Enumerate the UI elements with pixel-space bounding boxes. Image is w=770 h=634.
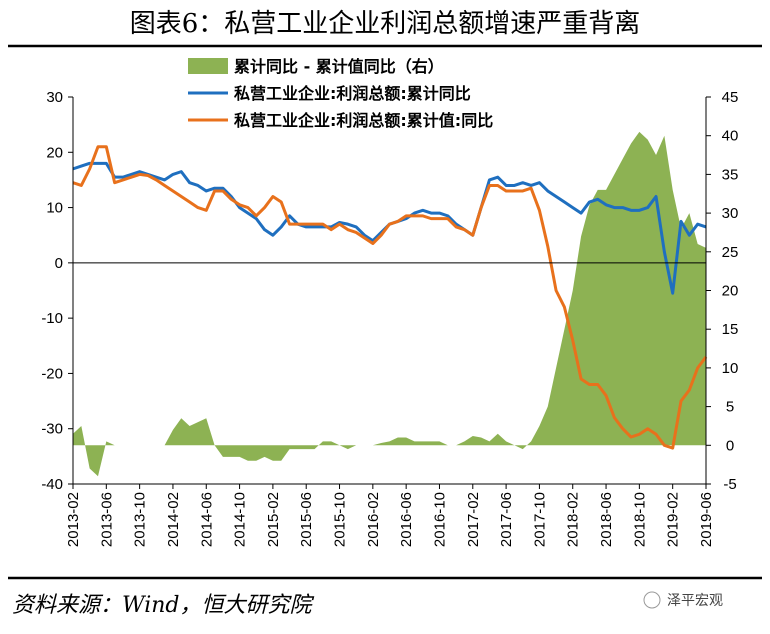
area xyxy=(73,131,706,477)
legend-label: 累计同比 - 累计值同比（右） xyxy=(234,57,444,76)
x-tick-label: 2014-06 xyxy=(198,492,215,547)
y2-tick-label: 5 xyxy=(726,399,734,416)
y2-tick-label: 20 xyxy=(722,283,739,300)
x-tick-label: 2017-02 xyxy=(465,492,482,547)
x-tick-label: 2018-06 xyxy=(598,492,615,547)
legend-label: 私营工业企业:利润总额:累计同比 xyxy=(234,84,471,103)
y-tick-label: 30 xyxy=(46,89,63,106)
y2-tick-label: 30 xyxy=(722,205,739,222)
x-tick-label: 2017-06 xyxy=(498,492,515,547)
source: 资料来源：Wind，恒大研究院 xyxy=(12,593,315,618)
y2-tick-label: 45 xyxy=(722,89,739,106)
watermark: 泽平宏观 xyxy=(667,593,723,609)
x-tick-label: 2013-02 xyxy=(65,492,82,547)
y2-tick-label: 25 xyxy=(722,244,739,261)
y2-tick-label: 40 xyxy=(722,128,739,145)
y2-tick-label: 10 xyxy=(722,360,739,377)
legend-label: 私营工业企业:利润总额:累计值:同比 xyxy=(234,111,493,130)
x-tick-label: 2016-02 xyxy=(365,492,382,547)
x-tick-label: 2013-06 xyxy=(98,492,115,547)
x-tick-label: 2014-10 xyxy=(232,492,249,547)
y2-tick-label: -5 xyxy=(723,476,736,493)
y-tick-label: -30 xyxy=(41,421,63,438)
x-tick-label: 2016-10 xyxy=(431,492,448,547)
watermark-icon xyxy=(643,591,661,609)
x-tick-label: 2015-02 xyxy=(265,492,282,547)
x-tick-label: 2015-06 xyxy=(298,492,315,547)
x-tick-label: 2019-06 xyxy=(698,492,715,547)
y-tick-label: 10 xyxy=(46,200,63,217)
y-tick-label: -20 xyxy=(41,365,63,382)
x-tick-label: 2016-06 xyxy=(398,492,415,547)
y-tick-label: 20 xyxy=(46,144,63,161)
y-tick-label: -40 xyxy=(41,476,63,493)
x-tick-label: 2019-02 xyxy=(665,492,682,547)
x-tick-label: 2017-10 xyxy=(531,492,548,547)
chart-title: 图表6：私营工业企业利润总额增速严重背离 xyxy=(130,9,641,39)
line xyxy=(72,145,708,450)
x-tick-label: 2018-02 xyxy=(565,492,582,547)
y2-tick-label: 15 xyxy=(722,321,739,338)
y2-tick-label: 35 xyxy=(722,166,739,183)
x-tick-label: 2018-10 xyxy=(631,492,648,547)
x-tick-label: 2013-10 xyxy=(132,492,149,547)
x-tick-label: 2015-10 xyxy=(332,492,349,547)
y-tick-label: 0 xyxy=(55,255,63,272)
y2-tick-label: 0 xyxy=(726,437,734,454)
x-tick-label: 2014-02 xyxy=(165,492,182,547)
y-tick-label: -10 xyxy=(41,310,63,327)
legend-swatch xyxy=(188,58,228,74)
